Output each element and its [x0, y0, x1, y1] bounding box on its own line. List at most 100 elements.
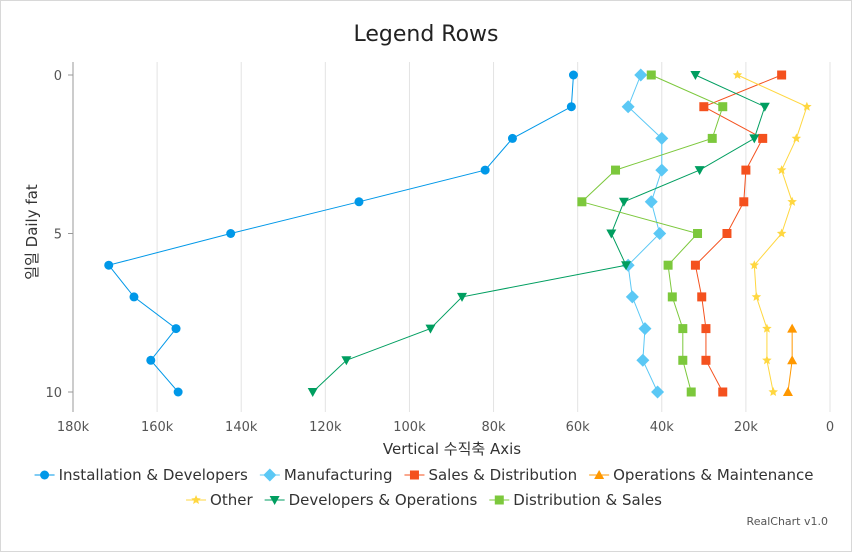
data-point — [787, 196, 797, 206]
data-point — [663, 260, 673, 270]
data-point — [762, 355, 772, 365]
x-tick-label: 40k — [650, 420, 675, 435]
data-point — [171, 324, 181, 334]
legend-marker — [409, 470, 419, 480]
data-point — [611, 165, 621, 175]
legend-item-2: Sales & Distribution — [404, 466, 577, 484]
legend-item-5: Developers & Operations — [264, 491, 478, 509]
data-point — [697, 292, 707, 302]
x-tick-label: 80k — [482, 420, 507, 435]
series-4 — [732, 70, 812, 397]
data-point — [566, 102, 576, 112]
data-point — [749, 134, 760, 144]
legend-item-4: Other — [186, 491, 253, 509]
series-5 — [307, 71, 770, 397]
y-axis-title: 일일 Daily fat — [23, 184, 41, 280]
x-tick-label: 60k — [566, 420, 591, 435]
x-tick-label: 20k — [734, 420, 759, 435]
legend-item-3: Operations & Maintenance — [589, 466, 813, 484]
data-point — [686, 387, 696, 397]
data-point — [678, 355, 688, 365]
legend-item-1: Manufacturing — [259, 466, 393, 484]
x-axis: 180k 160k 140k 120k 100k 80k 60k 40k 20k 0 — [57, 420, 834, 435]
data-point — [341, 356, 352, 366]
data-point — [425, 324, 436, 334]
data-point — [707, 133, 717, 143]
data-point — [690, 260, 700, 270]
legend-label: Manufacturing — [284, 466, 393, 484]
data-point — [129, 292, 139, 302]
data-point — [768, 387, 778, 397]
data-point — [655, 131, 669, 145]
data-point — [732, 70, 743, 80]
data-point — [621, 261, 632, 271]
series-2 — [690, 70, 787, 397]
data-point — [173, 387, 183, 397]
y-tick-label: 10 — [45, 386, 62, 401]
legend-label: Developers & Operations — [289, 491, 478, 509]
x-tick-label: 140k — [225, 420, 258, 435]
data-point — [653, 227, 667, 240]
x-tick-label: 180k — [57, 420, 90, 435]
data-point — [741, 165, 751, 175]
data-point — [625, 290, 639, 304]
data-point — [678, 324, 688, 334]
data-point — [618, 197, 629, 207]
data-point — [722, 229, 732, 238]
data-point — [354, 197, 364, 207]
data-point — [718, 102, 728, 112]
data-point — [777, 70, 787, 80]
grid-lines — [72, 62, 831, 412]
chart-title: Legend Rows — [353, 22, 499, 47]
data-point — [787, 323, 798, 333]
series-0 — [104, 70, 578, 397]
data-point — [146, 355, 156, 365]
data-point — [655, 163, 669, 177]
data-point — [739, 197, 749, 207]
data-point — [638, 322, 652, 336]
data-point — [690, 71, 701, 80]
legend-label: Sales & Distribution — [428, 466, 577, 484]
data-point — [606, 229, 617, 239]
data-point — [802, 101, 812, 111]
x-axis-title: Vertical 수직축 Axis — [383, 440, 521, 458]
data-point — [226, 229, 236, 238]
legend-label: Installation & Developers — [59, 466, 248, 484]
x-tick-label: 100k — [393, 420, 426, 435]
data-point — [751, 291, 762, 301]
series-1 — [621, 68, 669, 399]
data-point — [644, 195, 658, 209]
legend-item-0: Installation & Developers — [34, 466, 248, 484]
data-point — [718, 387, 728, 397]
legend-marker — [263, 468, 277, 482]
data-point — [701, 324, 711, 334]
legend-item-6: Distribution & Sales — [489, 491, 662, 509]
legend-marker — [191, 495, 201, 505]
data-point — [457, 292, 468, 302]
data-point — [782, 387, 793, 396]
data-point — [568, 70, 578, 80]
plot-area — [104, 68, 812, 399]
series-line — [737, 74, 808, 393]
data-point — [701, 355, 711, 365]
data-point — [693, 229, 703, 238]
x-tick-label: 120k — [309, 420, 342, 435]
data-point — [507, 133, 517, 143]
y-axis: 0 5 10 — [45, 62, 74, 412]
data-point — [634, 68, 648, 82]
legend-label: Operations & Maintenance — [613, 466, 813, 484]
x-tick-label: 0 — [826, 420, 834, 435]
data-point — [694, 166, 705, 176]
data-point — [667, 292, 677, 302]
legend-marker — [594, 470, 605, 479]
legend-marker — [40, 470, 50, 480]
legend-label: Other — [210, 491, 253, 509]
legend-marker — [494, 495, 504, 505]
legend-label: Distribution & Sales — [513, 491, 662, 509]
series-6 — [577, 70, 728, 397]
data-point — [759, 102, 770, 112]
data-point — [577, 197, 587, 207]
credit-label: RealChart v1.0 — [746, 515, 828, 528]
series-line — [694, 74, 782, 393]
